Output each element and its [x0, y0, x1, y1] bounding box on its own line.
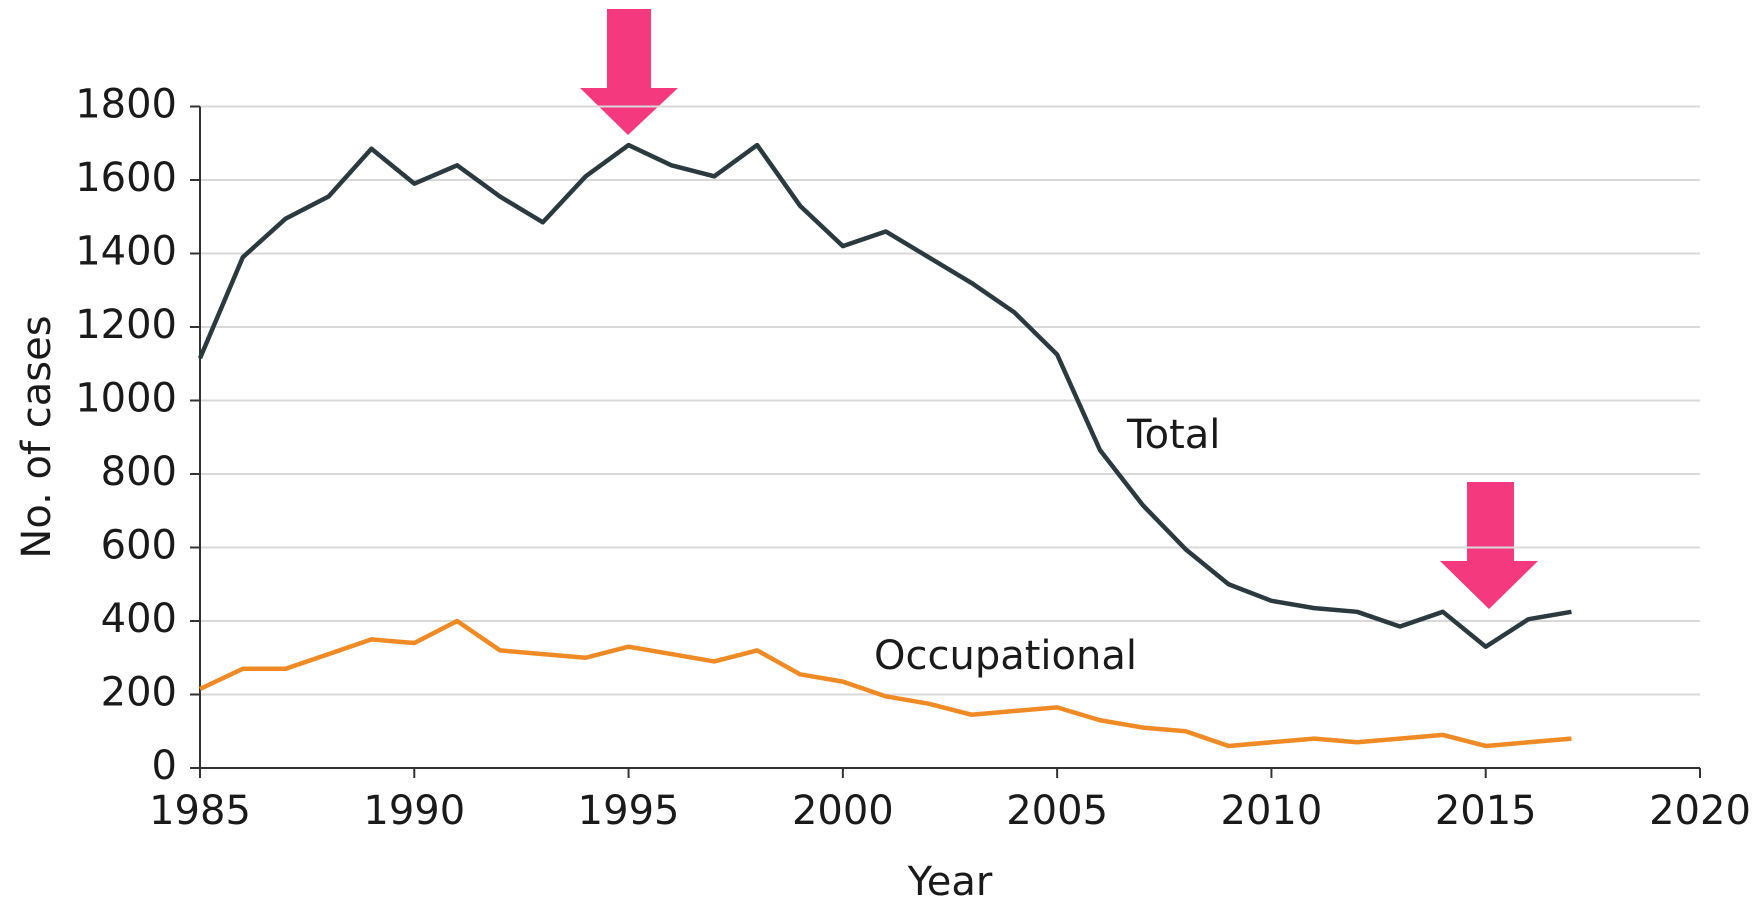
- y-tick-label: 1000: [75, 376, 177, 422]
- y-tick-label: 1400: [75, 229, 177, 275]
- x-tick-label: 2010: [1221, 788, 1323, 834]
- y-tick-label: 800: [101, 449, 177, 495]
- line: [199, 618, 1572, 749]
- x-tick-label: 1990: [363, 788, 465, 834]
- series-label: Total: [1126, 412, 1220, 458]
- y-tick-label: 200: [101, 670, 177, 716]
- y-axis-label: No. of cases: [14, 315, 60, 558]
- y-tick-label: 1600: [75, 155, 177, 201]
- x-axis-label: Year: [907, 859, 993, 904]
- x-tick-label: 1995: [578, 788, 680, 834]
- x-tick-label: 2005: [1006, 788, 1108, 834]
- y-tick-label: 0: [152, 743, 177, 789]
- x-tick-label: 2000: [792, 788, 894, 834]
- y-tick-label: 400: [101, 596, 177, 642]
- y-tick-label: 1200: [75, 302, 177, 348]
- x-tick-label: 2015: [1435, 788, 1537, 834]
- arrow: [580, 9, 678, 135]
- arrow: [1440, 482, 1538, 609]
- x-tick-label: 1985: [149, 788, 251, 834]
- series-label: Occupational: [874, 633, 1137, 679]
- x-tick-label: 2020: [1649, 788, 1751, 834]
- y-tick-label: 1800: [75, 82, 177, 128]
- line: [197, 142, 1572, 649]
- y-tick-label: 600: [101, 523, 177, 569]
